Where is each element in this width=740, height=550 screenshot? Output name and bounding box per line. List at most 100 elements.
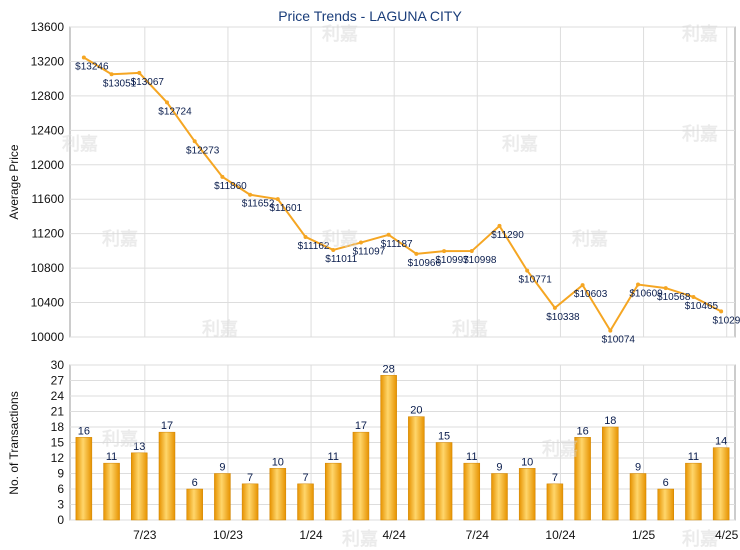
- price-y-tick-label: 11600: [32, 192, 65, 206]
- price-y-tick-label: 12800: [31, 89, 65, 103]
- watermark: 利嘉: [572, 228, 608, 250]
- transactions-data-label: 11: [688, 451, 699, 463]
- price-data-label: $13246: [75, 61, 109, 72]
- transactions-bar: [518, 468, 536, 521]
- price-point: [275, 197, 280, 202]
- price-point: [81, 55, 86, 60]
- watermark: 利嘉: [322, 23, 358, 45]
- x-tick-label: 7/23: [133, 528, 157, 542]
- price-point: [358, 240, 363, 245]
- transactions-data-label: 17: [161, 420, 173, 432]
- transactions-bar: [380, 375, 397, 521]
- transactions-data-label: 13: [133, 441, 145, 453]
- transactions-bar: [324, 462, 342, 521]
- transactions-data-label: 6: [192, 477, 198, 489]
- transactions-bar: [214, 473, 231, 521]
- transactions-bar: [491, 473, 508, 521]
- transactions-y-tick-label: 18: [51, 420, 65, 434]
- transactions-bar: [685, 462, 702, 521]
- transactions-data-label: 9: [635, 462, 641, 474]
- transactions-bar: [75, 437, 93, 521]
- x-tick-label: 10/24: [545, 528, 575, 542]
- price-data-label: $10771: [519, 275, 553, 286]
- price-point: [663, 286, 668, 291]
- transactions-bar: [435, 442, 453, 521]
- price-point: [580, 283, 585, 288]
- transactions-bar: [629, 473, 647, 521]
- watermark: 利嘉: [682, 123, 718, 145]
- transactions-data-label: 28: [383, 363, 395, 375]
- price-data-label: $13051: [103, 78, 137, 89]
- price-data-label: $11187: [381, 239, 413, 250]
- price-point: [525, 268, 530, 273]
- transactions-bar: [186, 488, 203, 521]
- x-tick-label: 1/24: [299, 528, 323, 542]
- watermark: 利嘉: [322, 228, 358, 250]
- price-point: [719, 309, 724, 314]
- price-y-tick-label: 10800: [31, 261, 65, 275]
- transactions-data-label: 9: [219, 462, 225, 474]
- watermark: 利嘉: [542, 438, 578, 460]
- price-point: [608, 328, 613, 333]
- transactions-y-tick-label: 21: [51, 405, 65, 419]
- watermark: 利嘉: [502, 133, 538, 155]
- transactions-bar: [297, 483, 314, 521]
- transactions-bar: [463, 462, 481, 521]
- price-panel: 10000 10400 10800 11200 11600 12000 12400 12800…: [31, 20, 740, 346]
- transactions-data-label: 7: [247, 472, 253, 484]
- price-data-label: $10998: [463, 255, 497, 266]
- transactions-data-label: 14: [715, 436, 727, 448]
- transactions-data-label: 17: [355, 420, 367, 432]
- price-point: [386, 232, 391, 237]
- price-data-label: $10338: [546, 312, 580, 323]
- watermark: 利嘉: [202, 318, 238, 340]
- price-data-label: $11162: [298, 241, 330, 252]
- price-point: [220, 174, 225, 179]
- transactions-y-tick-label: 3: [57, 498, 64, 512]
- transactions-bar: [712, 447, 730, 521]
- price-point: [331, 247, 336, 252]
- transactions-data-label: 10: [272, 456, 284, 468]
- price-data-label: $11860: [214, 181, 247, 192]
- watermark: 利嘉: [102, 428, 138, 450]
- transactions-data-label: 10: [521, 456, 533, 468]
- price-data-label: $12724: [158, 106, 192, 117]
- transactions-panel: 0369121518212427301611131769710711172820…: [51, 358, 739, 542]
- price-point: [109, 72, 114, 77]
- price-data-label: $10297: [712, 315, 740, 326]
- transactions-y-tick-label: 30: [51, 358, 65, 372]
- price-point: [192, 139, 197, 144]
- price-y-tick-label: 13600: [31, 20, 65, 34]
- transactions-y-tick-label: 12: [51, 451, 65, 465]
- price-data-label: $10568: [657, 292, 691, 303]
- watermark: 利嘉: [682, 23, 718, 45]
- transactions-data-label: 20: [410, 405, 422, 417]
- watermark: 利嘉: [452, 318, 488, 340]
- transactions-bar: [408, 416, 425, 521]
- price-data-label: $10997: [435, 255, 469, 266]
- transactions-bar: [131, 452, 148, 521]
- price-point: [137, 70, 142, 75]
- transactions-data-label: 7: [552, 472, 558, 484]
- price-data-label: $12273: [186, 145, 220, 156]
- y-axis-label-transactions: No. of Transactions: [7, 391, 21, 494]
- transactions-bar: [602, 426, 619, 521]
- price-y-tick-label: 12400: [31, 123, 65, 137]
- transactions-data-label: 18: [604, 415, 616, 427]
- price-point: [636, 282, 641, 287]
- x-tick-label: 10/23: [213, 528, 243, 542]
- transactions-data-label: 15: [438, 431, 450, 443]
- price-y-tick-label: 11200: [32, 227, 65, 241]
- transactions-bar: [657, 488, 674, 521]
- transactions-y-tick-label: 0: [57, 513, 64, 527]
- transactions-data-label: 11: [106, 451, 117, 463]
- chart-title: Price Trends - LAGUNA CITY: [278, 8, 462, 24]
- transactions-data-label: 7: [302, 472, 308, 484]
- transactions-data-label: 16: [78, 425, 90, 437]
- price-point: [303, 234, 308, 239]
- price-point: [691, 294, 696, 299]
- transactions-data-label: 11: [466, 451, 477, 463]
- transactions-y-tick-label: 6: [57, 482, 64, 496]
- price-data-label: $11601: [269, 203, 302, 214]
